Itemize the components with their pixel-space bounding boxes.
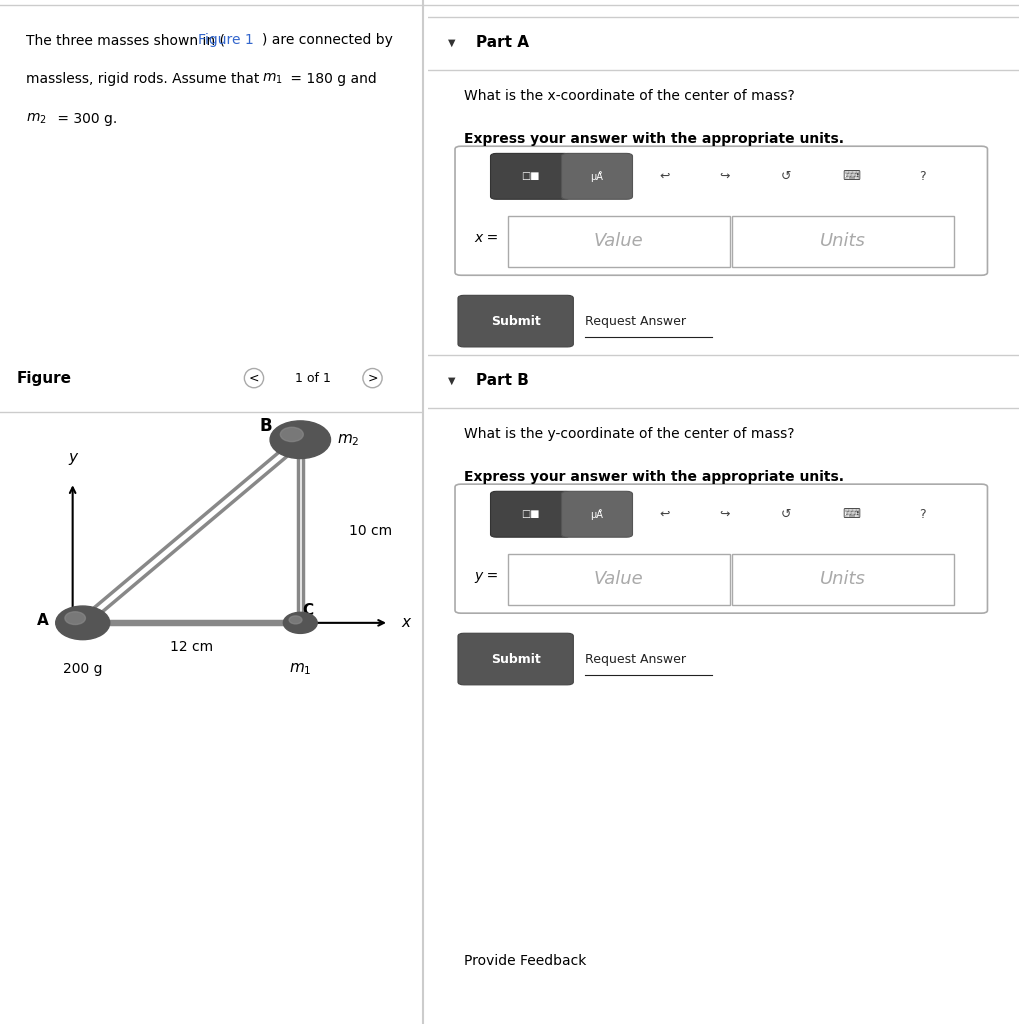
- Text: μÅ: μÅ: [590, 171, 603, 182]
- Text: What is the x-coordinate of the center of mass?: What is the x-coordinate of the center o…: [464, 89, 794, 102]
- FancyBboxPatch shape: [454, 484, 986, 613]
- Text: ▼: ▼: [448, 376, 455, 385]
- Text: ↪: ↪: [718, 170, 729, 183]
- Text: <: <: [249, 372, 259, 385]
- Text: What is the y-coordinate of the center of mass?: What is the y-coordinate of the center o…: [464, 427, 794, 440]
- Text: Express your answer with the appropriate units.: Express your answer with the appropriate…: [464, 132, 843, 145]
- Text: $m_1$: $m_1$: [262, 72, 282, 86]
- Text: Part B: Part B: [475, 373, 528, 388]
- Text: A: A: [37, 612, 49, 628]
- FancyBboxPatch shape: [560, 492, 632, 538]
- Text: Express your answer with the appropriate units.: Express your answer with the appropriate…: [464, 470, 843, 483]
- Circle shape: [65, 611, 86, 625]
- Text: ) are connected by: ) are connected by: [262, 33, 392, 47]
- Text: $m_2$: $m_2$: [26, 112, 47, 126]
- Circle shape: [283, 612, 317, 634]
- Text: = 300 g.: = 300 g.: [52, 112, 116, 126]
- Text: ↺: ↺: [781, 508, 791, 521]
- Text: Value: Value: [593, 570, 643, 589]
- Text: 200 g: 200 g: [63, 662, 102, 676]
- Text: 10 cm: 10 cm: [348, 524, 391, 539]
- Text: $m_1$: $m_1$: [288, 662, 311, 678]
- Text: >: >: [367, 372, 377, 385]
- Text: y =: y =: [474, 569, 498, 583]
- Text: x: x: [400, 615, 410, 631]
- Text: ↩: ↩: [659, 170, 669, 183]
- Text: Figure 1: Figure 1: [198, 33, 254, 47]
- Text: ?: ?: [918, 170, 925, 183]
- FancyBboxPatch shape: [507, 216, 730, 266]
- Text: = 180 g and: = 180 g and: [286, 72, 377, 86]
- Text: Value: Value: [593, 232, 643, 251]
- Text: massless, rigid rods. Assume that: massless, rigid rods. Assume that: [26, 72, 264, 86]
- Text: Request Answer: Request Answer: [585, 652, 686, 666]
- Text: □■: □■: [521, 171, 539, 181]
- Text: Provide Feedback: Provide Feedback: [464, 953, 586, 968]
- FancyBboxPatch shape: [490, 154, 570, 200]
- Text: $m_2$: $m_2$: [336, 432, 359, 447]
- Text: Units: Units: [819, 570, 864, 589]
- Text: Submit: Submit: [490, 652, 540, 666]
- Text: ↪: ↪: [718, 508, 729, 521]
- Text: Submit: Submit: [490, 314, 540, 328]
- Text: □■: □■: [521, 509, 539, 519]
- Text: x =: x =: [474, 231, 498, 245]
- Circle shape: [288, 615, 302, 624]
- Text: B: B: [259, 417, 272, 434]
- Text: ↺: ↺: [781, 170, 791, 183]
- Circle shape: [56, 606, 110, 640]
- Text: The three masses shown in (: The three masses shown in (: [26, 33, 225, 47]
- Text: y: y: [68, 450, 77, 465]
- FancyBboxPatch shape: [454, 146, 986, 275]
- FancyBboxPatch shape: [507, 554, 730, 604]
- Text: Part A: Part A: [475, 35, 528, 50]
- Text: ⌨: ⌨: [842, 170, 860, 183]
- FancyBboxPatch shape: [732, 554, 953, 604]
- FancyBboxPatch shape: [732, 216, 953, 266]
- Text: Request Answer: Request Answer: [585, 314, 686, 328]
- FancyBboxPatch shape: [560, 154, 632, 200]
- Text: 1 of 1: 1 of 1: [296, 372, 331, 385]
- Text: ?: ?: [918, 508, 925, 521]
- Text: 12 cm: 12 cm: [170, 640, 213, 654]
- Text: μÅ: μÅ: [590, 509, 603, 520]
- FancyBboxPatch shape: [458, 633, 573, 685]
- Text: ↩: ↩: [659, 508, 669, 521]
- Text: Units: Units: [819, 232, 864, 251]
- Circle shape: [280, 427, 303, 441]
- Circle shape: [270, 421, 330, 459]
- Text: Figure: Figure: [17, 371, 72, 386]
- Text: ▼: ▼: [448, 38, 455, 47]
- Text: ⌨: ⌨: [842, 508, 860, 521]
- FancyBboxPatch shape: [458, 295, 573, 347]
- Text: C: C: [302, 603, 313, 617]
- FancyBboxPatch shape: [490, 492, 570, 538]
